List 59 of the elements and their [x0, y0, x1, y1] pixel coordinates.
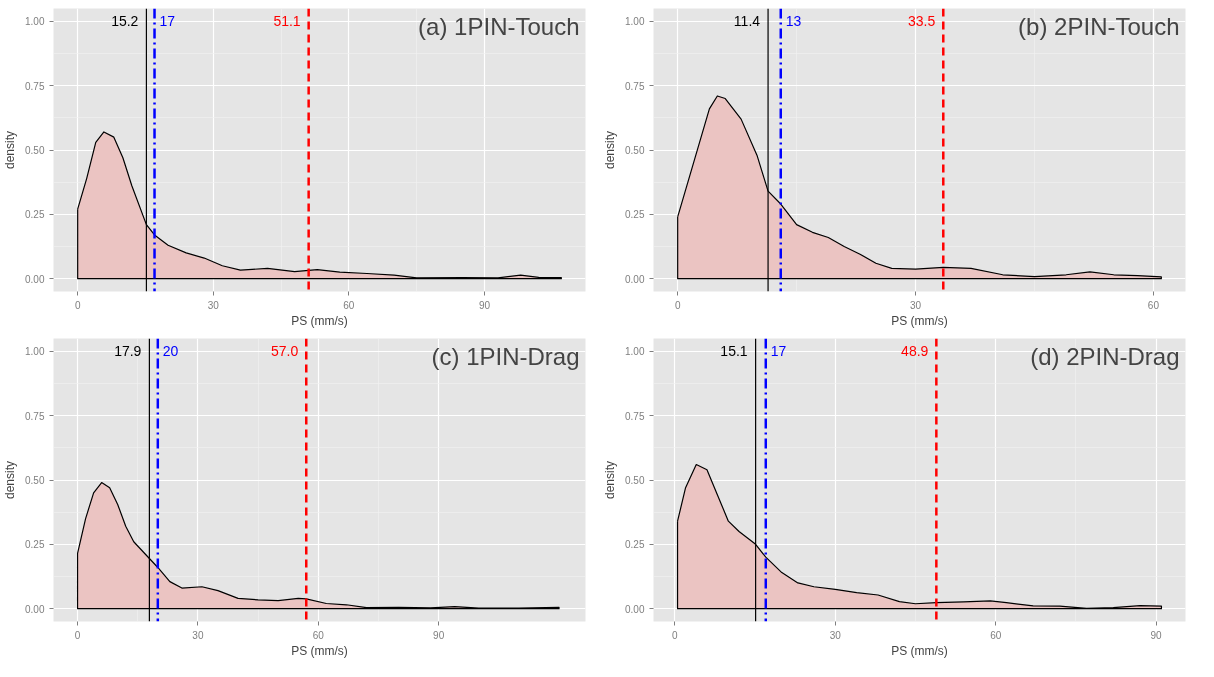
y-tick-label: 0.00: [25, 273, 45, 285]
x-tick-label: 30: [207, 299, 220, 311]
chart-title: (a) 1PIN-Touch: [418, 12, 580, 40]
x-tick-label: 30: [829, 629, 842, 641]
y-tick-label: 0.00: [625, 273, 645, 285]
x-tick-label: 60: [343, 299, 355, 311]
y-tick-label: 1.00: [25, 16, 45, 28]
ref-line-label: 15.1: [720, 343, 748, 360]
ref-line-label: 11.4: [733, 13, 761, 30]
x-axis-title: PS (mm/s): [291, 313, 348, 328]
x-axis-title: PS (mm/s): [291, 643, 348, 658]
y-axis-title: density: [3, 130, 18, 170]
x-tick-label: 0: [674, 299, 681, 311]
y-tick-label: 1.00: [625, 346, 645, 358]
x-tick-label: 90: [433, 629, 445, 641]
y-tick-label: 0.25: [625, 539, 645, 551]
ref-line-label: 33.5: [908, 13, 936, 30]
y-tick-label: 0.25: [625, 209, 645, 221]
x-tick-label: 0: [672, 629, 679, 641]
chart-title: (b) 2PIN-Touch: [1018, 12, 1180, 40]
chart-title: (d) 2PIN-Drag: [1030, 342, 1180, 370]
x-tick-label: 60: [312, 629, 325, 641]
y-tick-label: 0.25: [25, 539, 45, 551]
x-tick-label: 30: [192, 629, 204, 641]
ref-line-label: 51.1: [273, 13, 301, 30]
x-axis-title: PS (mm/s): [891, 313, 948, 328]
y-tick-label: 0.75: [625, 80, 645, 92]
ref-line-label: 13: [785, 13, 802, 30]
chart-title: (c) 1PIN-Drag: [431, 342, 580, 370]
ref-line-label: 17: [770, 343, 787, 360]
y-axis-title: density: [603, 460, 618, 500]
y-tick-label: 0.00: [625, 603, 645, 615]
x-tick-label: 0: [74, 299, 81, 311]
y-tick-label: 0.50: [625, 475, 645, 486]
y-tick-label: 1.00: [25, 346, 45, 358]
y-tick-label: 0.50: [25, 475, 45, 486]
y-tick-label: 0.00: [25, 603, 45, 615]
x-tick-label: 60: [1147, 299, 1160, 311]
y-tick-label: 0.75: [25, 410, 45, 422]
x-axis-title: PS (mm/s): [891, 643, 948, 658]
x-tick-label: 0: [74, 629, 81, 641]
y-tick-label: 0.75: [25, 80, 45, 92]
y-tick-label: 0.25: [25, 209, 45, 221]
ref-line-label: 17: [159, 13, 176, 30]
ref-line-label: 17.9: [114, 343, 142, 360]
x-tick-label: 90: [478, 299, 491, 311]
ref-line-label: 15.2: [111, 13, 139, 30]
x-tick-label: 90: [1150, 629, 1163, 641]
y-tick-label: 0.50: [625, 145, 645, 156]
ref-line-label: 57.0: [271, 343, 299, 360]
y-axis-title: density: [3, 460, 18, 500]
ref-line-label: 48.9: [901, 343, 929, 360]
y-tick-label: 1.00: [625, 16, 645, 28]
y-tick-label: 0.50: [25, 145, 45, 156]
x-tick-label: 60: [990, 629, 1002, 641]
ref-line-label: 20: [162, 343, 179, 360]
y-axis-title: density: [603, 130, 618, 170]
y-tick-label: 0.75: [625, 410, 645, 422]
x-tick-label: 30: [909, 299, 922, 311]
